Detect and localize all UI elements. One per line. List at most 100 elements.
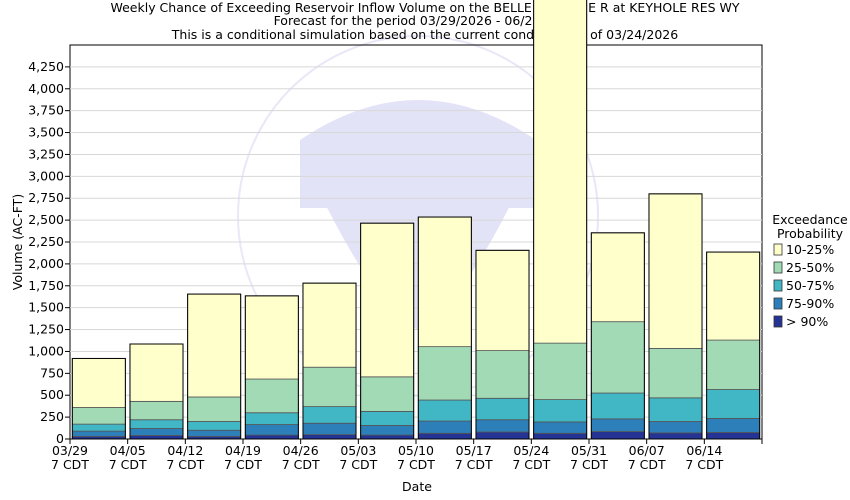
bar-segment [590,321,645,394]
bars [71,0,761,440]
x-tick-label-date: 05/31 [571,443,607,458]
bar-stack [71,357,126,440]
y-tick-label: 4,250 [28,59,64,74]
bar-segment [244,424,299,436]
bar-outline [129,343,184,440]
bar-outline [475,249,530,440]
x-tick-label-time: 7 CDT [339,457,377,472]
x-tick-label-time: 7 CDT [51,457,89,472]
bar-outline [417,216,472,440]
bar-segment [187,396,242,422]
watermark-emblem-band [300,140,536,208]
x-tick-label-time: 7 CDT [282,457,320,472]
bar-segment [475,419,530,433]
x-tick-label-date: 04/05 [110,443,146,458]
bar-outline [187,293,242,440]
bar-segment [706,389,761,419]
y-tick-label: 3,750 [28,103,64,118]
bar-segment [360,411,415,426]
bar-stack [417,216,472,440]
y-tick-label: 2,250 [28,234,64,249]
y-tick-label: 3,250 [28,146,64,161]
bar-segment [648,421,703,434]
bar-segment [648,397,703,422]
noaa-watermark [237,35,599,397]
bar-segment [533,0,588,344]
x-tick-label-time: 7 CDT [224,457,262,472]
bar-segment [302,422,357,436]
bar-segment [360,222,415,378]
x-tick-label-date: 05/17 [456,443,492,458]
bar-outline [71,357,126,440]
bar-segment [302,434,357,440]
legend-swatch [773,279,783,292]
legend-title-line-2: Probability [777,226,844,241]
legend-swatch [773,315,783,328]
chart-title-line-2: Forecast for the period 03/29/2026 - 06/… [274,13,577,28]
bar-outline [533,0,588,440]
legend-swatch [773,297,783,310]
x-tick-label-date: 03/29 [52,443,88,458]
bar-segment [302,406,357,424]
bar-segment [360,376,415,412]
bar-stack [648,193,703,440]
bar-segment [590,418,645,432]
x-tick-label-date: 06/07 [629,443,665,458]
legend-label: 25-50% [786,260,834,275]
bar-segment [706,418,761,433]
bar-segment [244,434,299,440]
bar-outline [590,232,645,440]
bar-segment [71,430,126,437]
bar-segment [129,400,184,421]
bar-stack [302,282,357,440]
bar-segment [302,366,357,408]
bar-segment [244,378,299,414]
bar-segment [475,431,530,440]
bar-segment [475,249,530,351]
x-tick-label-date: 06/14 [686,443,722,458]
bar-segment [417,216,472,348]
bar-segment [71,358,126,408]
x-tick-label-time: 7 CDT [455,457,493,472]
legend-swatch [773,243,783,256]
watermark-emblem-shape [300,100,536,330]
bar-segment [706,432,761,440]
bar-stack [129,343,184,440]
bar-segment [302,282,357,368]
x-tick-label-date: 04/26 [283,443,319,458]
bar-segment [590,392,645,420]
x-tick-label-time: 7 CDT [109,457,147,472]
x-tick-label-date: 05/10 [398,443,434,458]
y-tick-label: 1,000 [28,343,64,358]
bar-segment [129,435,184,440]
x-axis-label: Date [402,479,432,494]
bar-segment [71,407,126,425]
bar-segment [244,412,299,425]
x-tick-label-date: 05/24 [513,443,549,458]
x-tick-label-time: 7 CDT [166,457,204,472]
bar-segment [533,342,588,401]
y-tick-label: 0 [56,431,64,446]
y-tick-label: 1,500 [28,300,64,315]
bar-segment [648,432,703,440]
x-tick-label-time: 7 CDT [628,457,666,472]
bar-segment [648,347,703,399]
legend-items: 10-25% 25-50% 50-75% 75-90% > 90% [773,242,834,329]
bar-segment [706,251,761,341]
y-tick-label: 3,000 [28,168,64,183]
x-tick-label-time: 7 CDT [397,457,435,472]
y-tick-label: 750 [40,365,64,380]
chart-title-line-3: This is a conditional simulation based o… [171,27,678,42]
bar-outline [244,295,299,440]
bar-segment [648,193,703,349]
bar-outline [648,193,703,440]
bar-stack [187,293,242,440]
y-axis-ticks: 0 250 500 750 1,000 1,250 1,500 1,750 2,000 2,250… [28,59,70,446]
bar-segment [129,343,184,402]
legend-swatch [773,261,783,274]
bar-stack [360,222,415,440]
bar-segment [129,428,184,436]
bar-segment [129,419,184,429]
